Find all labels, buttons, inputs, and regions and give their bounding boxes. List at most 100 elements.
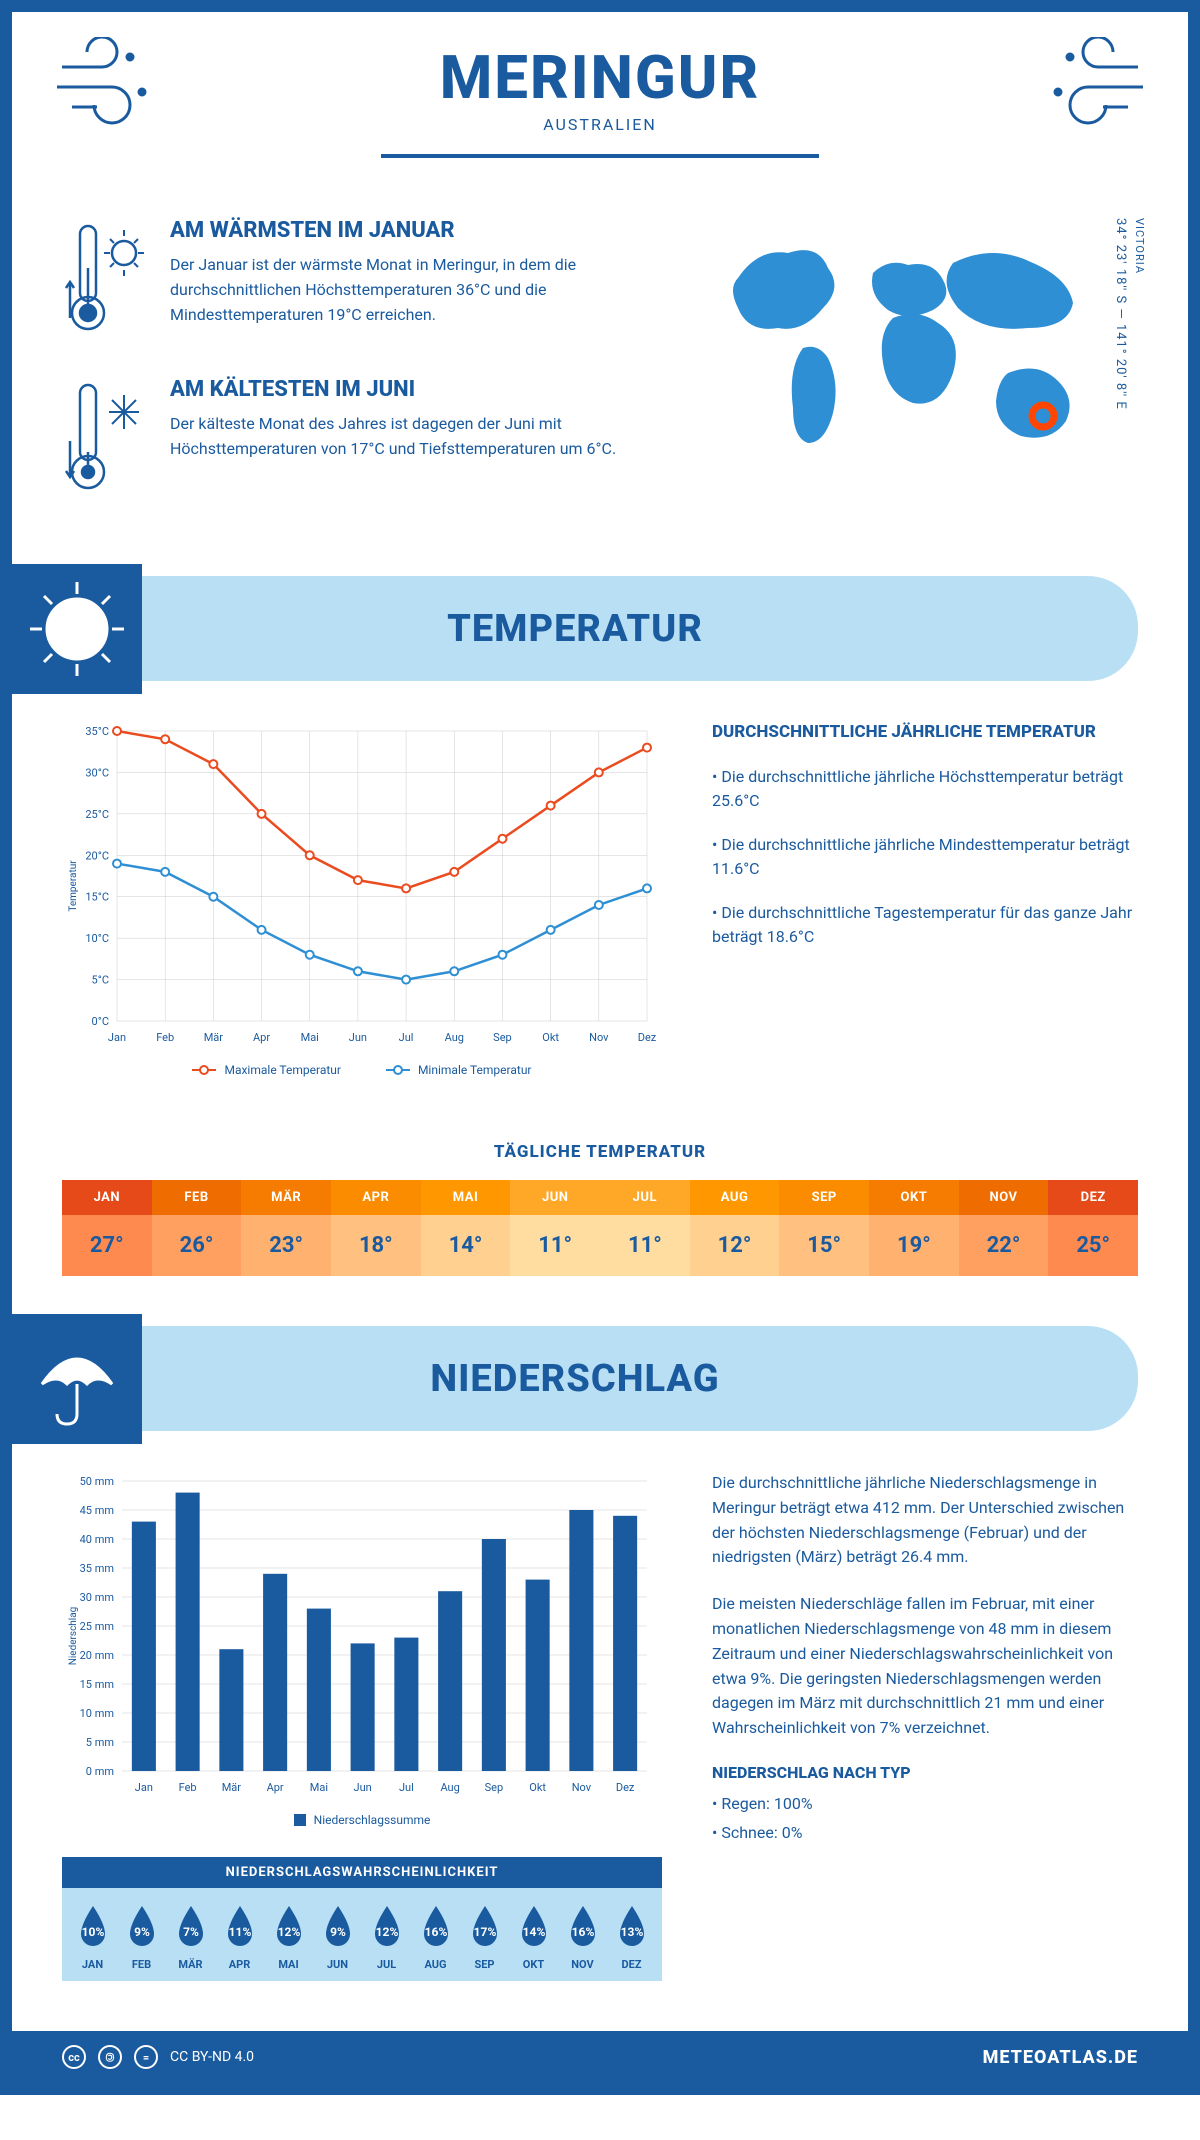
license-text: CC BY-ND 4.0 — [170, 2049, 254, 2065]
svg-text:10 mm: 10 mm — [80, 1707, 114, 1720]
daily-cell: MAI14° — [421, 1180, 511, 1276]
daily-month: SEP — [779, 1180, 869, 1215]
daily-value: 15° — [779, 1215, 869, 1276]
svg-text:Aug: Aug — [445, 1031, 464, 1044]
legend-max: Maximale Temperatur — [192, 1063, 340, 1077]
svg-text:0°C: 0°C — [92, 1015, 109, 1028]
daily-temp-title: TÄGLICHE TEMPERATUR — [12, 1142, 1188, 1162]
svg-text:35 mm: 35 mm — [80, 1562, 114, 1575]
svg-text:Mär: Mär — [222, 1781, 242, 1794]
sun-icon — [12, 564, 142, 694]
probability-cell: 11%APR — [215, 1902, 264, 1971]
daily-value: 22° — [959, 1215, 1049, 1276]
svg-text:7%: 7% — [183, 1925, 199, 1939]
svg-text:15°C: 15°C — [85, 891, 109, 904]
probability-cell: 9%JUN — [313, 1902, 362, 1971]
probability-cell: 7%MÄR — [166, 1902, 215, 1971]
daily-month: JUN — [510, 1180, 600, 1215]
svg-text:30 mm: 30 mm — [80, 1591, 114, 1604]
svg-text:Apr: Apr — [267, 1781, 284, 1794]
svg-text:20°C: 20°C — [85, 849, 109, 862]
daily-cell: FEB26° — [152, 1180, 242, 1276]
svg-text:5°C: 5°C — [92, 974, 109, 987]
thermometer-sun-icon — [62, 218, 152, 342]
info-row: AM WÄRMSTEN IM JANUAR Der Januar ist der… — [12, 188, 1188, 576]
svg-text:Feb: Feb — [179, 1781, 197, 1794]
daily-month: NOV — [959, 1180, 1049, 1215]
world-map: 34° 23' 18'' S — 141° 20' 8'' E VICTORIA — [708, 218, 1138, 536]
daily-cell: JAN27° — [62, 1180, 152, 1276]
svg-text:Mai: Mai — [310, 1781, 328, 1794]
daily-cell: JUL11° — [600, 1180, 690, 1276]
daily-value: 23° — [241, 1215, 331, 1276]
temperature-banner: TEMPERATUR — [12, 576, 1138, 681]
probability-cell: 16%AUG — [411, 1902, 460, 1971]
svg-text:Sep: Sep — [493, 1031, 512, 1044]
daily-month: APR — [331, 1180, 421, 1215]
legend-min: Minimale Temperatur — [386, 1063, 532, 1077]
svg-text:13%: 13% — [620, 1925, 643, 1939]
daily-value: 19° — [869, 1215, 959, 1276]
svg-text:Jul: Jul — [399, 1781, 414, 1794]
probability-cell: 13%DEZ — [607, 1902, 656, 1971]
legend-precip-label: Niederschlagssumme — [314, 1813, 431, 1827]
daily-cell: AUG12° — [690, 1180, 780, 1276]
daily-cell: MÄR23° — [241, 1180, 331, 1276]
svg-text:5 mm: 5 mm — [86, 1736, 114, 1749]
daily-cell: NOV22° — [959, 1180, 1049, 1276]
region-label: VICTORIA — [1133, 218, 1146, 274]
svg-text:16%: 16% — [571, 1925, 594, 1939]
daily-value: 25° — [1048, 1215, 1138, 1276]
daily-month: JAN — [62, 1180, 152, 1215]
daily-month: JUL — [600, 1180, 690, 1215]
svg-text:35°C: 35°C — [85, 725, 109, 738]
precip-type-item: • Regen: 100% — [712, 1792, 1138, 1817]
daily-value: 11° — [510, 1215, 600, 1276]
daily-cell: JUN11° — [510, 1180, 600, 1276]
svg-text:10%: 10% — [81, 1925, 104, 1939]
precip-text-1: Die durchschnittliche jährliche Niedersc… — [712, 1471, 1138, 1570]
daily-value: 26° — [152, 1215, 242, 1276]
probability-cell: 14%OKT — [509, 1902, 558, 1971]
svg-text:16%: 16% — [424, 1925, 447, 1939]
daily-month: DEZ — [1048, 1180, 1138, 1215]
probability-cell: 12%JUL — [362, 1902, 411, 1971]
page-title: MERINGUR — [52, 42, 1148, 113]
svg-text:12%: 12% — [375, 1925, 398, 1939]
svg-text:12%: 12% — [277, 1925, 300, 1939]
svg-text:40 mm: 40 mm — [80, 1533, 114, 1546]
svg-text:Jul: Jul — [399, 1031, 414, 1044]
temp-bullet: • Die durchschnittliche jährliche Mindes… — [712, 833, 1138, 881]
precip-type-item: • Schnee: 0% — [712, 1821, 1138, 1846]
daily-cell: DEZ25° — [1048, 1180, 1138, 1276]
daily-cell: SEP15° — [779, 1180, 869, 1276]
svg-text:Dez: Dez — [638, 1031, 657, 1044]
probability-cell: 16%NOV — [558, 1902, 607, 1971]
precip-banner: NIEDERSCHLAG — [12, 1326, 1138, 1431]
nd-icon: = — [134, 2045, 158, 2069]
coldest-text: Der kälteste Monat des Jahres ist dagege… — [170, 412, 668, 462]
daily-value: 12° — [690, 1215, 780, 1276]
svg-text:11%: 11% — [228, 1925, 251, 1939]
precip-by-type-title: NIEDERSCHLAG NACH TYP — [712, 1763, 1138, 1782]
svg-text:30°C: 30°C — [85, 766, 109, 779]
svg-text:45 mm: 45 mm — [80, 1504, 114, 1517]
daily-month: MÄR — [241, 1180, 331, 1215]
daily-value: 27° — [62, 1215, 152, 1276]
divider — [381, 154, 819, 158]
probability-cell: 9%FEB — [117, 1902, 166, 1971]
page-subtitle: AUSTRALIEN — [52, 115, 1148, 134]
daily-month: MAI — [421, 1180, 511, 1215]
header: MERINGUR AUSTRALIEN — [12, 12, 1188, 188]
warmest-block: AM WÄRMSTEN IM JANUAR Der Januar ist der… — [62, 218, 668, 342]
warmest-title: AM WÄRMSTEN IM JANUAR — [170, 218, 668, 243]
daily-month: AUG — [690, 1180, 780, 1215]
daily-temp-table: JAN27°FEB26°MÄR23°APR18°MAI14°JUN11°JUL1… — [62, 1180, 1138, 1276]
thermometer-snow-icon — [62, 377, 152, 501]
probability-cell: 12%MAI — [264, 1902, 313, 1971]
temp-text-title: DURCHSCHNITTLICHE JÄHRLICHE TEMPERATUR — [712, 721, 1138, 743]
svg-text:9%: 9% — [134, 1925, 150, 1939]
svg-text:Okt: Okt — [542, 1031, 559, 1044]
coordinates: 34° 23' 18'' S — 141° 20' 8'' E — [1113, 218, 1128, 410]
svg-text:Apr: Apr — [253, 1031, 270, 1044]
